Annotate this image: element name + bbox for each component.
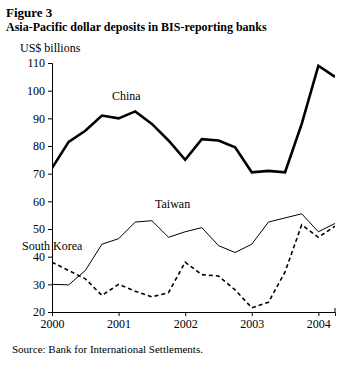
x-tick-label: 2002: [174, 317, 198, 331]
plot-area: [52, 66, 335, 308]
x-tick-mark: [252, 312, 253, 316]
x-range-end: [335, 308, 336, 312]
x-tick-label: 2004: [307, 317, 331, 331]
y-tick-label: 80: [33, 139, 45, 153]
chart: Figure 3Asia-Pacific dollar deposits in …: [0, 0, 350, 367]
y-axis-title: US$ billions: [20, 41, 81, 55]
y-tick: 50: [33, 222, 52, 236]
series-label: South Korea: [22, 239, 83, 253]
y-tick-label: 90: [33, 112, 45, 126]
y-tick-label: 110: [27, 56, 45, 70]
x-tick-label: 2003: [240, 317, 264, 331]
series-label: China: [112, 89, 141, 103]
y-tick-mark: [48, 229, 52, 230]
x-tick-mark: [52, 312, 53, 316]
x-tick-mark: [185, 312, 186, 316]
y-tick-label: 30: [33, 278, 45, 292]
x-tick: 2002: [174, 312, 198, 331]
series-line: [52, 225, 335, 308]
x-tick: 2000: [41, 312, 65, 331]
y-tick-label: 60: [33, 195, 45, 209]
y-tick-mark: [48, 257, 52, 258]
series-line: [52, 214, 335, 285]
x-tick: 2001: [107, 312, 131, 331]
y-tick-mark: [48, 91, 52, 92]
y-tick-label: 50: [33, 222, 45, 236]
y-tick-mark: [48, 284, 52, 285]
y-axis-line: [48, 64, 53, 313]
x-tick: 2004: [307, 312, 331, 331]
x-tick-label: 2001: [107, 317, 131, 331]
title: Figure 3: [6, 5, 53, 20]
y-tick-mark: [48, 63, 52, 64]
series-line: [52, 66, 335, 173]
y-tick-mark: [48, 174, 52, 175]
x-tick-mark: [119, 312, 120, 316]
x-tick-label: 2000: [41, 317, 65, 331]
series-label: Taiwan: [155, 197, 190, 211]
y-tick: 100: [27, 84, 52, 98]
y-tick: 110: [27, 56, 52, 70]
x-axis: 2000 2001 2002 2003 2004: [41, 312, 336, 331]
y-tick: 70: [33, 167, 52, 181]
y-tick-mark: [48, 146, 52, 147]
y-tick-mark: [48, 312, 52, 313]
y-axis: 2030405060708090100110: [27, 56, 53, 319]
y-tick-label: 100: [27, 84, 45, 98]
subtitle: Asia-Pacific dollar deposits in BIS-repo…: [6, 20, 267, 34]
y-tick-label: 70: [33, 167, 45, 181]
y-tick: 90: [33, 112, 52, 126]
y-tick-mark: [48, 201, 52, 202]
y-tick: 30: [33, 278, 52, 292]
y-tick-mark: [48, 118, 52, 119]
y-tick: 60: [33, 195, 52, 209]
x-axis-line: [53, 313, 336, 317]
source: Source: Bank for International Settlemen…: [12, 343, 203, 355]
x-tick-mark: [318, 312, 319, 316]
x-tick: 2003: [240, 312, 264, 331]
y-tick: 80: [33, 139, 52, 153]
